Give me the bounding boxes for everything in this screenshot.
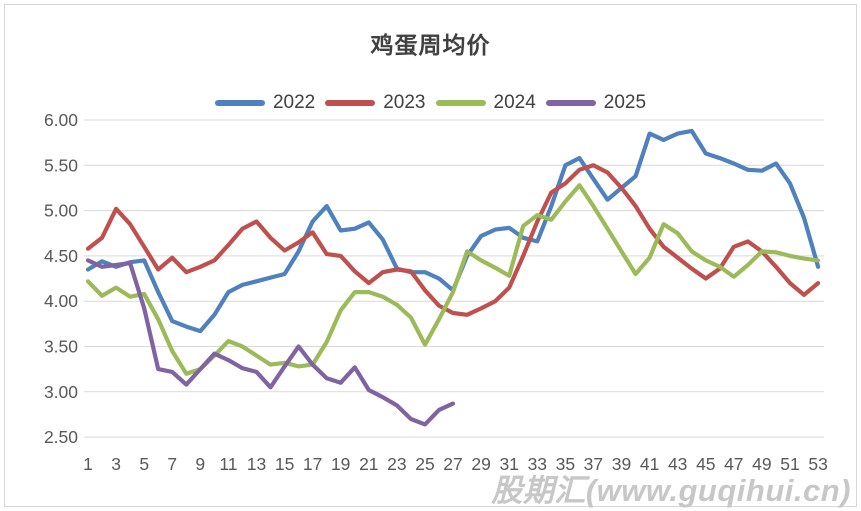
x-axis-label: 23 bbox=[387, 454, 406, 474]
x-axis-label: 39 bbox=[612, 454, 631, 474]
legend-swatch-2024 bbox=[435, 100, 486, 106]
legend-item-2023: 2023 bbox=[325, 92, 426, 114]
x-axis-label: 13 bbox=[247, 454, 266, 474]
y-axis-label: 3.50 bbox=[44, 337, 78, 357]
y-axis-label: 6.00 bbox=[44, 110, 78, 130]
x-axis-label: 43 bbox=[668, 454, 687, 474]
x-axis-label: 37 bbox=[584, 454, 603, 474]
series-line-2025 bbox=[85, 258, 456, 427]
legend-swatch-2025 bbox=[545, 100, 596, 106]
x-axis-label: 29 bbox=[471, 454, 490, 474]
y-axis-label: 2.50 bbox=[44, 427, 78, 447]
x-axis-label: 53 bbox=[808, 454, 827, 474]
legend-label: 2024 bbox=[493, 92, 536, 113]
x-axis-label: 15 bbox=[275, 454, 294, 474]
y-axis-label: 5.00 bbox=[44, 201, 78, 221]
x-axis-label: 27 bbox=[443, 454, 462, 474]
legend-swatch-2023 bbox=[325, 100, 376, 106]
series-line-2024 bbox=[85, 183, 821, 376]
x-axis-label: 31 bbox=[499, 454, 518, 474]
legend-label: 2023 bbox=[383, 92, 426, 113]
chart-legend: 2022 2023 2024 2025 bbox=[0, 92, 861, 114]
legend-label: 2022 bbox=[272, 92, 316, 113]
legend-label: 2025 bbox=[603, 92, 647, 113]
x-axis-label: 19 bbox=[331, 454, 350, 474]
x-axis-label: 7 bbox=[167, 454, 177, 474]
x-axis-label: 35 bbox=[556, 454, 575, 474]
legend-item-2022: 2022 bbox=[214, 92, 316, 114]
x-axis-label: 17 bbox=[303, 454, 322, 474]
x-axis-label: 47 bbox=[724, 454, 743, 474]
y-axis-label: 3.00 bbox=[44, 382, 78, 402]
watermark: 股期汇(www.guqihui.cn) bbox=[490, 473, 851, 508]
x-axis-label: 5 bbox=[139, 454, 149, 474]
legend-swatch-2022 bbox=[214, 100, 265, 106]
y-axis-label: 4.00 bbox=[44, 291, 78, 311]
x-axis-label: 11 bbox=[219, 454, 237, 474]
x-axis-label: 41 bbox=[640, 454, 659, 474]
y-axis-label: 5.50 bbox=[44, 155, 78, 175]
series-line-2023 bbox=[85, 163, 821, 317]
x-axis-label: 45 bbox=[696, 454, 715, 474]
x-axis-label: 25 bbox=[415, 454, 434, 474]
x-axis-label: 1 bbox=[83, 454, 93, 474]
x-axis-label: 51 bbox=[780, 454, 799, 474]
chart-title: 鸡蛋周均价 bbox=[370, 32, 491, 58]
x-axis-label: 3 bbox=[111, 454, 121, 474]
x-axis-label: 33 bbox=[528, 454, 547, 474]
legend-item-2025: 2025 bbox=[545, 92, 647, 114]
legend-item-2024: 2024 bbox=[435, 92, 536, 114]
y-axis-label: 4.50 bbox=[44, 246, 78, 266]
x-axis-label: 49 bbox=[752, 454, 771, 474]
x-axis-label: 21 bbox=[359, 454, 378, 474]
x-axis-label: 9 bbox=[195, 454, 205, 474]
